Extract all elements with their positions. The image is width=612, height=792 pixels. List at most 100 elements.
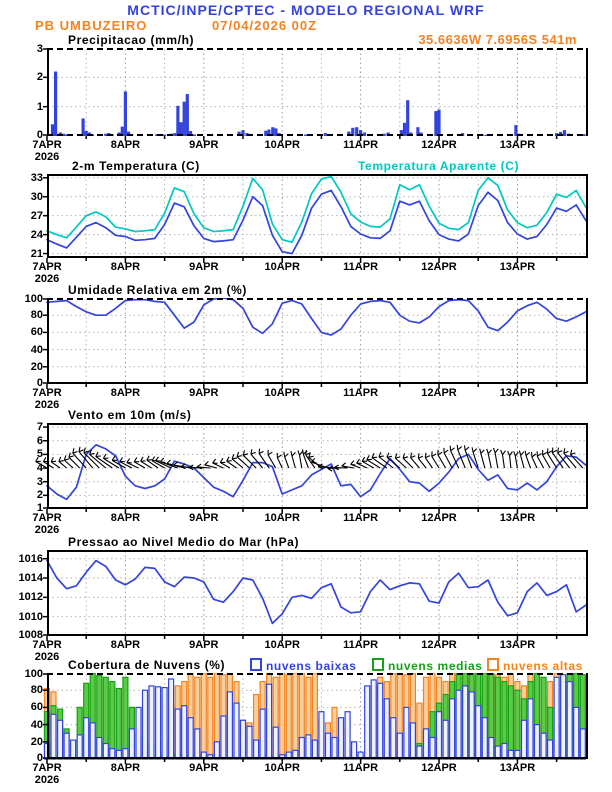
legend-high-clouds: nuvens altas bbox=[487, 658, 583, 673]
wind-vector bbox=[437, 449, 447, 469]
cloud-bar-blue bbox=[442, 719, 449, 760]
x-axis-tick-label: 11APR bbox=[343, 762, 379, 774]
cloud-bar-blue bbox=[383, 698, 390, 760]
wind-vector bbox=[417, 453, 427, 469]
y-axis-tick-label: 80 bbox=[30, 684, 43, 697]
x-axis-tick-label: 7APR bbox=[32, 512, 62, 524]
wind-vector bbox=[196, 463, 211, 470]
cloud-bar-blue bbox=[155, 686, 162, 760]
y-axis-tick-label: 60 bbox=[30, 326, 43, 339]
x-axis-tick-label: 12APR bbox=[421, 387, 457, 399]
cloud-bar-blue bbox=[370, 679, 377, 760]
x-axis-tick-label: 10APR bbox=[264, 762, 300, 774]
y-axis-tick-label: 60 bbox=[30, 701, 43, 714]
wind-vector bbox=[424, 452, 433, 469]
wind-vector bbox=[536, 451, 545, 469]
x-axis-tick-label: 7APR bbox=[32, 139, 62, 151]
wind-vector bbox=[317, 463, 335, 470]
wind-vector bbox=[204, 461, 218, 469]
wind-vector bbox=[305, 450, 316, 469]
x-axis-tick-label: 13APR bbox=[499, 387, 536, 399]
wind-vector bbox=[95, 451, 113, 469]
y-axis-tick-label: 21 bbox=[30, 247, 43, 260]
y-axis-tick-label: 1010 bbox=[18, 610, 43, 623]
cloud-bar-blue bbox=[305, 734, 312, 760]
x-axis-tick-label: 11APR bbox=[343, 512, 379, 524]
cloud-bar-blue bbox=[128, 728, 135, 760]
wind-vector bbox=[386, 452, 401, 469]
cloud-bar-blue bbox=[351, 741, 358, 760]
wind-vector bbox=[402, 453, 414, 469]
wind-vector bbox=[531, 451, 538, 469]
cloud-bar-blue bbox=[435, 711, 443, 760]
wind-vector bbox=[551, 447, 564, 469]
precipitation-bar bbox=[347, 131, 351, 136]
precipitation-bar bbox=[355, 127, 359, 136]
wind-vector bbox=[463, 445, 473, 469]
cloud-bar-blue bbox=[449, 698, 456, 760]
cloud-bar-blue bbox=[488, 736, 495, 760]
precipitation-bar bbox=[267, 129, 271, 136]
cloud-bar-blue bbox=[194, 728, 201, 760]
precipitation-bar bbox=[84, 131, 88, 136]
cloud-bar-blue bbox=[560, 674, 567, 760]
x-axis-year-label: 2026 bbox=[34, 524, 60, 536]
wind-vector bbox=[35, 456, 48, 469]
legend-mid-clouds: nuvens medias bbox=[372, 658, 483, 673]
cloud-bar-blue bbox=[174, 708, 181, 760]
wind-vector bbox=[236, 451, 250, 469]
precipitation-bar bbox=[582, 134, 586, 136]
cloud-bar-blue bbox=[475, 705, 482, 760]
cloud-bar-orange bbox=[292, 673, 299, 760]
precipitation-bar bbox=[271, 127, 275, 136]
wind-vector bbox=[492, 447, 499, 469]
cloud-bar-blue bbox=[390, 717, 397, 760]
wind-vector bbox=[226, 456, 237, 469]
x-axis-tick-label: 13APR bbox=[499, 261, 536, 273]
wind-vector bbox=[563, 448, 577, 469]
legend-label-low-clouds: nuvens baixas bbox=[266, 659, 357, 673]
cloud-bar-green bbox=[514, 689, 521, 760]
precipitation-bar bbox=[192, 134, 196, 136]
y-axis-tick-label: 4 bbox=[36, 462, 43, 475]
cloud-bar-blue bbox=[141, 689, 149, 760]
cloud-bar-blue bbox=[403, 706, 410, 760]
precipitation-bar bbox=[484, 134, 488, 136]
x-axis-tick-label: 8APR bbox=[110, 261, 141, 273]
cloud-bar-blue bbox=[364, 685, 371, 760]
cloud-bar-blue bbox=[298, 736, 305, 760]
legend-swatch-low-clouds-icon bbox=[250, 658, 262, 671]
precipitation-bar bbox=[179, 122, 183, 136]
cloud-bar-blue bbox=[239, 719, 247, 760]
cloud-bar-blue bbox=[102, 742, 109, 760]
temperature-line-blue bbox=[46, 189, 587, 255]
y-axis-tick-label: 40 bbox=[30, 718, 43, 731]
x-axis-tick-label: 9APR bbox=[189, 512, 219, 524]
wind-vector bbox=[250, 449, 264, 469]
y-axis-tick-label: 6 bbox=[36, 434, 43, 447]
cloud-bar-blue bbox=[553, 676, 560, 760]
cloud-bar-blue bbox=[181, 705, 188, 760]
cloud-bar-orange bbox=[200, 673, 207, 760]
panel-title-temperature: 2-m Temperatura (C) bbox=[72, 159, 200, 173]
y-axis-tick-label: 24 bbox=[30, 228, 43, 241]
wind-vector bbox=[297, 450, 304, 469]
wind-vector bbox=[356, 458, 368, 469]
station-coordinates: 35.6636W 7.6956S 541m bbox=[418, 32, 577, 47]
wind-vector bbox=[160, 457, 178, 469]
precipitation-bar bbox=[359, 130, 363, 136]
wind-vector bbox=[63, 455, 74, 469]
cloud-bar-blue bbox=[573, 706, 580, 760]
y-axis-tick-label: 1008 bbox=[18, 629, 43, 641]
cloud-bar-blue bbox=[272, 726, 279, 760]
panel-title-wind: Vento em 10m (m/s) bbox=[68, 408, 192, 422]
wind-vector bbox=[231, 454, 244, 469]
precipitation-bar bbox=[188, 131, 193, 136]
station-name: PB UMBUZEIRO bbox=[35, 18, 148, 33]
wind-vector bbox=[258, 448, 270, 469]
plot-pressure bbox=[43, 550, 588, 641]
x-axis-year-label: 2026 bbox=[34, 151, 60, 163]
panel-title-humidity: Umidade Relativa em 2m (%) bbox=[68, 283, 247, 297]
wind-vector bbox=[557, 447, 571, 469]
cloud-bar-blue bbox=[337, 717, 345, 760]
